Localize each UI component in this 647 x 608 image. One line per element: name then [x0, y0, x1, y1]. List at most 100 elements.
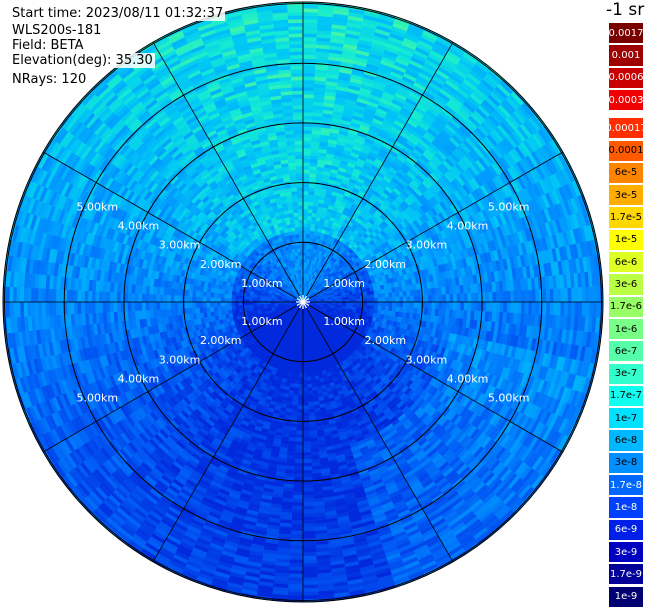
- range-gate: [378, 298, 382, 302]
- range-gate: [443, 302, 447, 310]
- range-gate: [310, 369, 314, 373]
- range-gate: [303, 66, 315, 70]
- range-gate: [428, 295, 432, 302]
- range-gate: [303, 41, 317, 45]
- range-gate: [303, 234, 307, 238]
- range-gate: [303, 116, 313, 120]
- range-gate: [511, 302, 515, 313]
- range-gate: [428, 302, 432, 309]
- range-gate: [367, 295, 371, 299]
- range-gate: [307, 380, 312, 384]
- range-gate: [521, 302, 525, 314]
- range-gate: [303, 363, 306, 367]
- range-gate: [568, 288, 572, 302]
- range-gate: [385, 293, 389, 298]
- range-gate: [306, 363, 310, 367]
- range-gate: [303, 84, 314, 88]
- range-gate: [303, 395, 308, 399]
- range-gate: [375, 298, 379, 302]
- range-gate: [303, 241, 306, 245]
- range-gate: [536, 302, 540, 314]
- range-gate: [303, 427, 310, 431]
- range-gate: [303, 248, 306, 252]
- range-gate: [303, 216, 308, 220]
- range-gate: [303, 409, 309, 413]
- range-gate: [403, 297, 407, 302]
- range-gate: [521, 290, 525, 302]
- range-gate: [432, 302, 436, 309]
- range-gate: [303, 230, 307, 234]
- range-gate: [578, 287, 582, 302]
- range-gate: [303, 352, 306, 356]
- range-gate: [496, 302, 500, 312]
- range-gate: [421, 302, 425, 308]
- range-gate: [303, 37, 317, 41]
- range-gate: [539, 289, 543, 302]
- range-gate: [356, 296, 360, 299]
- range-gate: [303, 209, 308, 213]
- range-gate: [553, 302, 557, 315]
- range-gate: [303, 58, 316, 62]
- range-gate: [307, 384, 312, 388]
- range-gate: [407, 296, 411, 302]
- range-gate: [346, 297, 350, 300]
- range-gate: [306, 359, 309, 363]
- range-gate: [500, 292, 504, 303]
- range-gate: [596, 286, 600, 302]
- range-gate: [507, 291, 511, 302]
- range-gate: [367, 305, 371, 309]
- range-gate: [308, 391, 313, 395]
- range-gate: [586, 302, 590, 317]
- range-gate: [303, 399, 308, 403]
- range-gate: [303, 98, 314, 102]
- range-gate: [450, 294, 454, 302]
- range-gate: [389, 297, 393, 302]
- range-gate: [396, 307, 400, 312]
- range-gate: [309, 416, 315, 420]
- range-gate: [303, 8, 318, 12]
- range-gate: [557, 302, 561, 316]
- range-gate: [374, 306, 378, 310]
- range-gate: [367, 298, 371, 302]
- range-gate: [360, 302, 364, 305]
- range-gate: [303, 155, 311, 159]
- range-gate: [307, 227, 311, 231]
- range-gate: [371, 306, 375, 310]
- range-gate: [435, 295, 439, 302]
- range-gate: [303, 449, 311, 453]
- range-gate: [303, 62, 316, 66]
- range-gate: [342, 298, 346, 300]
- range-gate: [525, 302, 529, 314]
- range-gate: [589, 302, 593, 317]
- range-gate: [306, 234, 310, 238]
- range-gate: [392, 292, 396, 297]
- range-gate: [303, 23, 318, 27]
- range-gate: [443, 295, 447, 303]
- range-gate: [303, 406, 309, 410]
- range-gate: [303, 144, 311, 148]
- range-gate: [353, 299, 357, 302]
- range-gate: [582, 287, 586, 302]
- range-gate: [371, 302, 375, 306]
- range-gate: [439, 302, 443, 309]
- range-gate: [303, 105, 313, 109]
- range-gate: [557, 289, 561, 303]
- range-gate: [303, 26, 317, 30]
- range-gate: [371, 298, 375, 302]
- range-gate: [421, 296, 425, 302]
- range-gate: [303, 15, 318, 19]
- range-gate: [303, 417, 309, 421]
- range-gate: [396, 302, 400, 307]
- range-gate: [514, 291, 518, 302]
- range-gate: [446, 294, 450, 302]
- range-gate: [406, 307, 410, 313]
- range-gate: [375, 302, 379, 306]
- range-gate: [450, 302, 454, 310]
- range-gate: [308, 213, 313, 217]
- range-gate: [385, 306, 389, 311]
- range-gate: [303, 152, 311, 156]
- range-gate: [303, 220, 307, 224]
- range-gate: [468, 302, 472, 311]
- range-gate: [389, 302, 393, 307]
- range-gate: [303, 76, 315, 80]
